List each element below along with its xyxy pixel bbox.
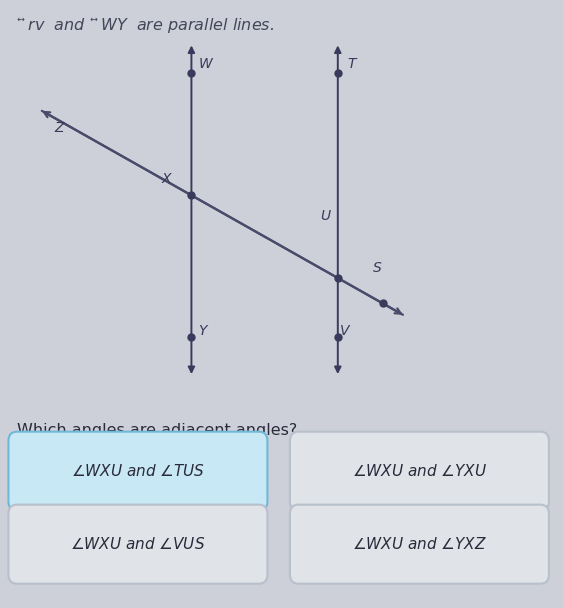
Text: V: V: [340, 324, 349, 339]
Text: X: X: [162, 172, 171, 187]
Text: T: T: [347, 57, 356, 71]
Text: S: S: [373, 260, 382, 275]
FancyBboxPatch shape: [290, 505, 549, 584]
Text: $\angle WXU$ and $\angle VUS$: $\angle WXU$ and $\angle VUS$: [70, 536, 205, 552]
Text: U: U: [320, 209, 330, 223]
Text: Y: Y: [198, 324, 207, 339]
FancyBboxPatch shape: [8, 505, 267, 584]
FancyBboxPatch shape: [8, 432, 267, 511]
Text: W: W: [199, 57, 212, 71]
Text: $\overleftrightarrow{rv}$  and  $\overleftrightarrow{WY}$  are parallel lines.: $\overleftrightarrow{rv}$ and $\overleft…: [17, 15, 274, 35]
Text: Which angles are adjacent angles?: Which angles are adjacent angles?: [17, 423, 297, 438]
Text: Z: Z: [55, 120, 64, 135]
Text: $\angle WXU$ and $\angle YXZ$: $\angle WXU$ and $\angle YXZ$: [352, 536, 487, 552]
FancyBboxPatch shape: [290, 432, 549, 511]
Text: $\angle WXU$ and $\angle YXU$: $\angle WXU$ and $\angle YXU$: [352, 463, 487, 479]
Text: $\angle WXU$ and $\angle TUS$: $\angle WXU$ and $\angle TUS$: [71, 463, 205, 479]
